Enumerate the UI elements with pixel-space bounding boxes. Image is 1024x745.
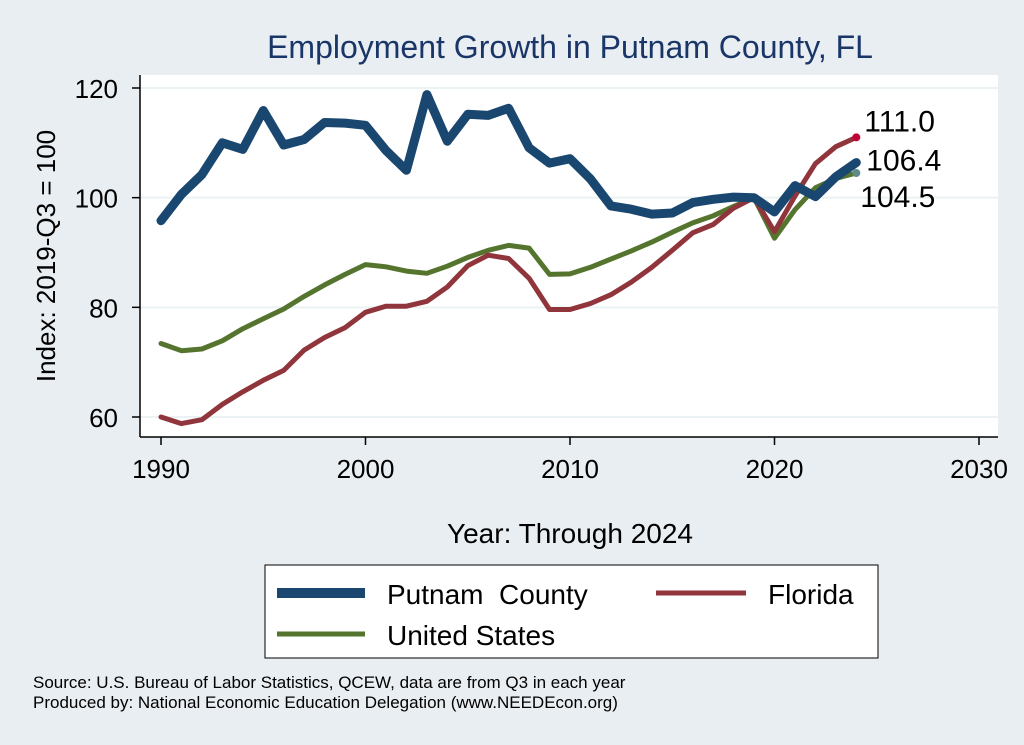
y-tick-label: 80 [89, 293, 118, 323]
legend-label-putnam: Putnam County [387, 579, 588, 610]
x-tick-label: 2030 [950, 454, 1008, 484]
x-tick-label: 2020 [746, 454, 804, 484]
chart-title: Employment Growth in Putnam County, FL [267, 29, 873, 65]
end-label: 104.5 [860, 181, 935, 214]
legend-label-florida: Florida [768, 579, 854, 610]
y-tick-label: 120 [75, 74, 118, 104]
y-tick-label: 60 [89, 403, 118, 433]
legend: Putnam County Florida United States [264, 564, 879, 659]
y-axis-label: Index: 2019-Q3 = 100 [31, 130, 61, 382]
source-note: Source: U.S. Bureau of Labor Statistics,… [33, 673, 626, 692]
x-tick-label: 2000 [337, 454, 395, 484]
producer-note: Produced by: National Economic Education… [33, 693, 618, 712]
end-label: 106.4 [866, 145, 941, 178]
end-marker [852, 158, 861, 167]
x-axis-label: Year: Through 2024 [447, 518, 693, 549]
series-line-putnam [156, 90, 861, 226]
end-marker [852, 133, 861, 142]
x-tick-label: 1990 [132, 454, 190, 484]
series-line-florida [158, 134, 859, 427]
axes: 60 80 100 120 1990 2000 2010 2020 2030 [75, 74, 1008, 484]
series-lines [156, 90, 861, 427]
end-label: 111.0 [864, 105, 935, 138]
legend-label-us: United States [387, 620, 555, 651]
legend-box [264, 564, 879, 659]
end-marker [852, 168, 861, 177]
x-tick-label: 2010 [541, 454, 599, 484]
y-tick-label: 100 [75, 184, 118, 214]
